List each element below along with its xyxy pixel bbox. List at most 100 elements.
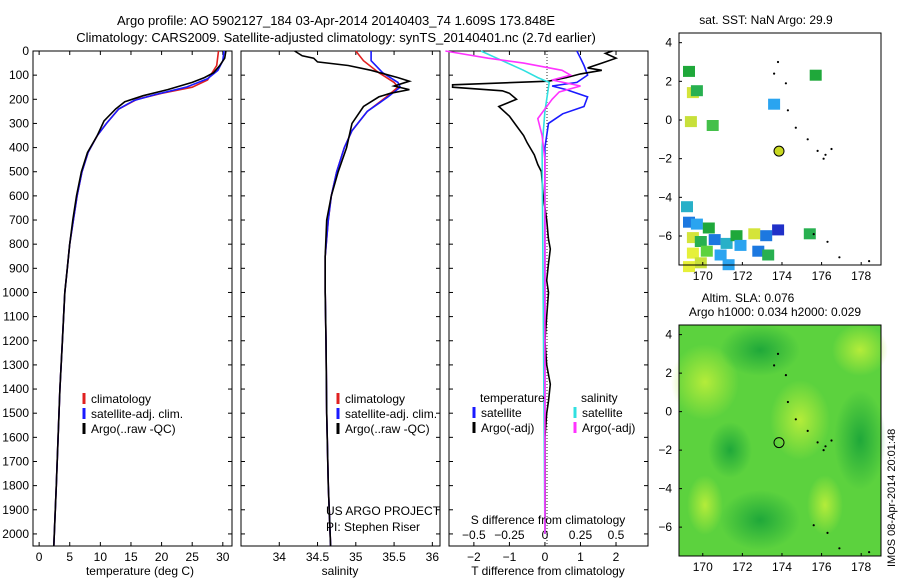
sst-cell	[772, 224, 785, 236]
island-dot	[794, 418, 797, 421]
island-dot	[776, 60, 780, 64]
salinity-x-label: salinity	[322, 564, 359, 578]
x-tick-label: 5	[66, 550, 73, 564]
map-x-tick-label: 170	[693, 269, 713, 283]
legend-label-argo: Argo(..raw -QC)	[91, 422, 176, 436]
sla-map-title-line2: Argo h1000: 0.034 h2000: 0.029	[689, 305, 861, 319]
series-line	[53, 50, 227, 547]
island-dot	[816, 441, 819, 444]
sst-map-panel: sat. SST: NaN Argo: 29.9 170 172 174 176 178…	[658, 13, 882, 283]
depth-tick-label: 0	[22, 44, 29, 58]
x-tick-label: 34.5	[306, 550, 330, 564]
x-tick-label: 35.5	[382, 550, 406, 564]
series-line	[480, 50, 551, 534]
legend-label-salinity-argo: Argo(-adj)	[582, 421, 635, 435]
island-dot	[868, 551, 871, 554]
map-x-tick-label: 178	[851, 269, 871, 283]
s-difference-x-axis: −0.5 −0.25 0 0.25 0.5	[462, 528, 625, 542]
island-dot	[830, 147, 833, 151]
legend-label-argo: Argo(..raw -QC)	[345, 422, 430, 436]
sla-field	[671, 324, 888, 556]
x-tick-label: 2	[613, 550, 620, 564]
x-tick-label: 10	[94, 550, 108, 564]
s-tick-label: −0.25	[494, 528, 525, 542]
sla-high-anomaly	[807, 475, 843, 535]
island-dot	[838, 256, 841, 259]
temperature-series	[53, 50, 227, 547]
map-y-tick-label: −6	[658, 520, 672, 534]
depth-tick-label: 2000	[2, 527, 29, 541]
sst-cell	[809, 69, 822, 81]
sst-cell	[720, 237, 733, 249]
island-dot	[868, 260, 871, 263]
salinity-plot-frame	[240, 50, 441, 547]
x-tick-label: 35	[349, 550, 363, 564]
header-title-line1: Argo profile: AO 5902127_184 03-Apr-2014…	[117, 13, 555, 28]
x-tick-label: −1	[503, 550, 517, 564]
sst-cell	[748, 228, 761, 240]
legend-label-climatology: climatology	[91, 392, 151, 406]
depth-axis: 0 100 200 300 400 500 600 700 800 900 1000 1100 1200…	[2, 44, 648, 541]
depth-tick-label: 300	[9, 116, 29, 130]
legend-label-temperature-satellite: satellite	[481, 406, 522, 420]
s-tick-label: −0.5	[462, 528, 486, 542]
sla-low-anomaly	[834, 390, 886, 490]
sst-cell	[686, 247, 699, 259]
legend-label-temperature-argo: Argo(-adj)	[481, 421, 534, 435]
map-x-tick-label: 174	[772, 269, 792, 283]
x-tick-label: 20	[155, 550, 169, 564]
sla-high-anomaly	[687, 475, 723, 535]
legend-label-satellite: satellite-adj. clim.	[91, 407, 183, 421]
sst-cell	[681, 201, 693, 213]
argo-position-marker	[773, 145, 785, 157]
depth-tick-label: 700	[9, 213, 29, 227]
difference-plot-frame	[448, 50, 649, 547]
map-x-tick-label: 172	[732, 269, 752, 283]
difference-legend: temperature satellite Argo(-adj) salinit…	[472, 391, 635, 435]
x-tick-label: 34	[273, 550, 287, 564]
x-tick-label: 0	[542, 550, 549, 564]
temperature-x-label: temperature (deg C)	[86, 564, 194, 578]
depth-tick-label: 1100	[3, 310, 29, 324]
depth-tick-label: 1600	[2, 430, 29, 444]
map-x-tick-label: 178	[851, 560, 871, 574]
sla-map-panel: Altim. SLA: 0.076 Argo h1000: 0.034 h200…	[658, 291, 888, 574]
salinity-series	[294, 50, 413, 547]
t-difference-x-axis: −2 −1 0 1 2	[467, 51, 620, 564]
island-dot	[806, 138, 809, 141]
x-tick-label: 36	[426, 550, 440, 564]
sla-island-dots	[773, 352, 871, 554]
salinity-panel: 34 34.5 35 35.5 36 salinity climatology sate…	[240, 50, 441, 578]
depth-tick-label: 800	[9, 237, 29, 251]
sst-cell	[690, 218, 703, 230]
imos-credit: IMOS 08-Apr-2014 20:01:48	[886, 429, 898, 567]
legend-label-satellite: satellite-adj. clim.	[345, 407, 437, 421]
x-tick-label: 1	[577, 550, 584, 564]
sst-cell	[684, 116, 697, 128]
sst-cell	[803, 228, 816, 240]
s-difference-x-label: S difference from climatology	[471, 513, 626, 527]
depth-tick-label: 500	[9, 165, 29, 179]
temperature-plot-frame	[32, 50, 233, 547]
island-dot	[776, 352, 780, 355]
sla-low-anomaly	[720, 490, 800, 550]
sst-cell	[686, 232, 699, 244]
sst-cell	[683, 216, 695, 228]
map-x-tick-label: 174	[772, 560, 792, 574]
depth-tick-label: 1700	[2, 454, 29, 468]
sst-cell	[708, 234, 721, 246]
depth-tick-label: 900	[9, 261, 29, 275]
difference-series	[445, 50, 619, 534]
map-y-tick-label: 0	[665, 113, 672, 127]
project-name: US ARGO PROJECT	[326, 504, 441, 518]
island-dot	[786, 109, 790, 112]
depth-tick-label: 200	[9, 92, 29, 106]
island-dot	[838, 547, 841, 550]
x-tick-label: 15	[124, 550, 138, 564]
series-line	[544, 50, 589, 534]
sla-low-anomaly	[708, 422, 752, 478]
sst-cell	[730, 230, 743, 242]
x-tick-label: 25	[186, 550, 200, 564]
legend-label-salinity-satellite: satellite	[582, 406, 623, 420]
island-dot	[816, 149, 819, 152]
